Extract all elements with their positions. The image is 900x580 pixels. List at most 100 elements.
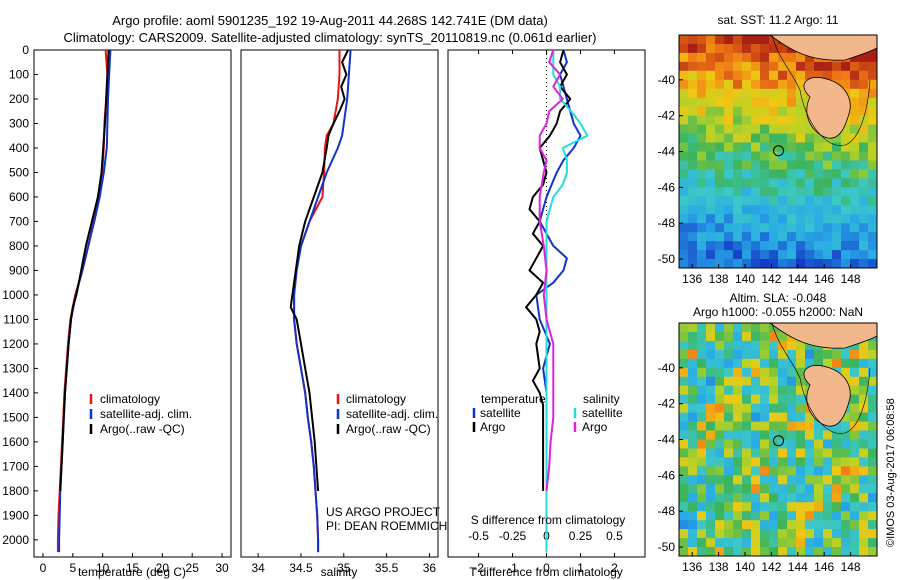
map-cell bbox=[796, 250, 806, 260]
map-cell bbox=[706, 520, 716, 530]
map-cell bbox=[832, 520, 842, 530]
map-cell bbox=[805, 232, 815, 242]
map-cell bbox=[796, 421, 806, 432]
map-cell bbox=[850, 529, 860, 539]
map-cell bbox=[742, 151, 752, 162]
argo-position-marker bbox=[773, 145, 784, 157]
map-cell bbox=[679, 475, 689, 485]
sst-map bbox=[678, 34, 878, 269]
map-cell bbox=[841, 502, 851, 512]
salinity-tick-label: 35 bbox=[337, 561, 351, 575]
map-cell bbox=[688, 160, 698, 171]
map-cell bbox=[742, 232, 752, 242]
map-cell bbox=[706, 367, 716, 378]
map-cell bbox=[868, 70, 877, 81]
map-cell bbox=[679, 133, 689, 144]
map-lon-label: 144 bbox=[788, 272, 808, 286]
map-cell bbox=[778, 547, 788, 556]
map-cell bbox=[751, 88, 761, 99]
map-cell bbox=[679, 259, 689, 268]
map-lat-label: -48 bbox=[658, 216, 676, 230]
map-cell bbox=[841, 511, 851, 521]
map-cell bbox=[850, 493, 860, 503]
map-cell bbox=[706, 232, 716, 242]
map-cell bbox=[814, 430, 824, 441]
map-cell bbox=[850, 79, 860, 90]
map-cell bbox=[850, 52, 860, 63]
map-cell bbox=[850, 187, 860, 197]
map-cell bbox=[760, 142, 770, 153]
map-cell bbox=[841, 439, 851, 450]
map-cell bbox=[841, 187, 851, 197]
map-cell bbox=[706, 421, 716, 432]
map-cell bbox=[697, 160, 707, 171]
map-cell bbox=[823, 70, 833, 81]
map-cell bbox=[706, 448, 716, 459]
map-cell bbox=[778, 448, 788, 459]
map-cell bbox=[706, 484, 716, 494]
map-cell bbox=[751, 529, 761, 539]
map-cell bbox=[868, 79, 877, 90]
map-cell bbox=[706, 124, 716, 135]
map-cell bbox=[706, 394, 716, 405]
map-cell bbox=[850, 484, 860, 494]
map-cell bbox=[859, 205, 869, 215]
map-cell bbox=[706, 538, 716, 548]
map-cell bbox=[841, 349, 851, 360]
map-cell bbox=[688, 439, 698, 450]
map-cell bbox=[841, 178, 851, 188]
map-cell bbox=[715, 403, 725, 414]
map-cell bbox=[787, 214, 797, 224]
map-cell bbox=[850, 394, 860, 405]
map-cell bbox=[760, 88, 770, 99]
map-cell bbox=[733, 160, 743, 171]
map-cell bbox=[742, 115, 752, 126]
map-cell bbox=[805, 547, 815, 556]
map-cell bbox=[742, 538, 752, 548]
map-cell bbox=[841, 412, 851, 423]
map-cell bbox=[697, 232, 707, 242]
map-cell bbox=[841, 151, 851, 162]
map-cell bbox=[778, 493, 788, 503]
map-cell bbox=[733, 124, 743, 135]
map-cell bbox=[751, 421, 761, 432]
map-cell bbox=[841, 196, 851, 206]
map-cell bbox=[787, 538, 797, 548]
map-cell bbox=[868, 178, 877, 188]
map-cell bbox=[751, 394, 761, 405]
map-cell bbox=[742, 160, 752, 171]
map-cell bbox=[778, 349, 788, 360]
map-cell bbox=[715, 529, 725, 539]
map-cell bbox=[787, 160, 797, 171]
legend-entry: satellite-adj. clim. bbox=[346, 407, 438, 421]
map-cell bbox=[697, 124, 707, 135]
map-cell bbox=[769, 520, 779, 530]
map-cell bbox=[832, 214, 842, 224]
t-diff-tick-label: -2 bbox=[473, 561, 484, 575]
map-cell bbox=[733, 106, 743, 117]
map-cell bbox=[733, 223, 743, 233]
map-cell bbox=[859, 115, 869, 126]
map-cell bbox=[859, 493, 869, 503]
map-cell bbox=[751, 358, 761, 369]
map-cell bbox=[787, 178, 797, 188]
map-cell bbox=[760, 340, 770, 351]
map-cell bbox=[823, 178, 833, 188]
map-cell bbox=[832, 142, 842, 153]
map-cell bbox=[796, 538, 806, 548]
map-cell bbox=[796, 547, 806, 556]
map-cell bbox=[841, 70, 851, 81]
map-cell bbox=[823, 493, 833, 503]
map-cell bbox=[859, 61, 869, 72]
map-cell bbox=[787, 502, 797, 512]
map-cell bbox=[823, 466, 833, 476]
map-lon-label: 140 bbox=[735, 272, 755, 286]
map-cell bbox=[724, 178, 734, 188]
map-cell bbox=[697, 106, 707, 117]
map-cell bbox=[724, 529, 734, 539]
map-cell bbox=[787, 466, 797, 476]
map-cell bbox=[859, 196, 869, 206]
map-cell bbox=[688, 349, 698, 360]
map-cell bbox=[733, 529, 743, 539]
map-cell bbox=[733, 394, 743, 405]
